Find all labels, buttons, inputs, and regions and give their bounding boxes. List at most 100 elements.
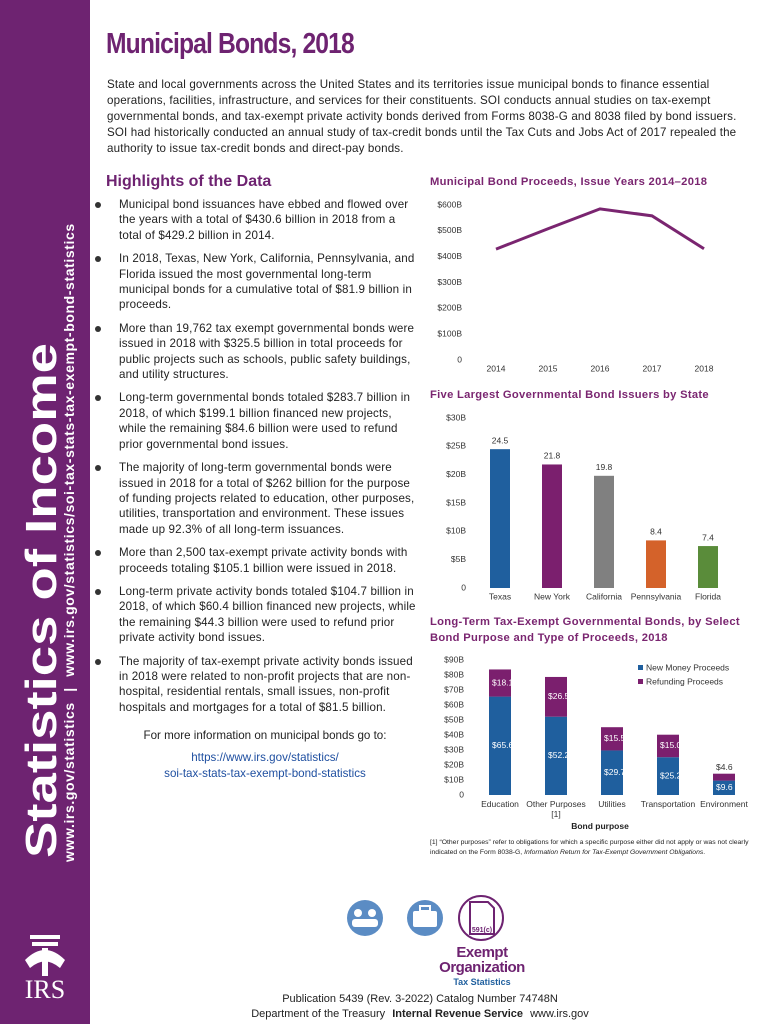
- y-tick-label: 0: [459, 789, 464, 799]
- separator: |: [61, 687, 77, 692]
- y-tick-label: $80B: [444, 669, 464, 679]
- legend-label: Refunding Proceeds: [646, 676, 723, 686]
- data-label: 21.8: [544, 451, 561, 461]
- link[interactable]: https://www.irs.gov/statistics/ soi-tax-…: [92, 750, 418, 782]
- org-line: Exempt: [456, 944, 508, 961]
- y-tick-label: $100B: [437, 328, 462, 338]
- y-tick-label: $60B: [444, 699, 464, 709]
- x-tick-label: Transportation: [640, 799, 696, 809]
- footnote-italic: Information Return for Tax-Exempt Govern…: [524, 849, 704, 856]
- icon-part: [419, 905, 431, 912]
- data-label: $15.0: [660, 740, 682, 750]
- x-tick-label: 2016: [591, 363, 610, 373]
- x-tick-label: Other Purposes [1]: [526, 799, 586, 819]
- publication: Publication 5439 (Rev. 3-2022) Catalog N…: [282, 993, 558, 1005]
- org-logo: Exempt Organization: [432, 945, 532, 975]
- link-line[interactable]: soi-tax-stats-tax-exempt-bond-statistics: [164, 767, 366, 781]
- bar-segment: [657, 757, 679, 795]
- icon-part: [413, 911, 437, 927]
- x-tick-label: 2014: [487, 363, 506, 373]
- bar-segment: [601, 750, 623, 795]
- data-label: $26.5: [548, 691, 570, 701]
- x-tick-label: 2018: [695, 363, 714, 373]
- bullet: In 2018, Texas, New York, California, Pe…: [92, 251, 418, 313]
- footnote: [1] “Other purposes” refer to obligation…: [430, 838, 750, 858]
- footnote-text: [1] “Other purposes” refer to obligation…: [430, 839, 749, 856]
- y-tick-label: $10B: [444, 774, 464, 784]
- bar: [646, 540, 666, 588]
- more-info: For more information on municipal bonds …: [143, 729, 387, 743]
- logo-text: IRS: [25, 975, 65, 1004]
- bullet: Municipal bond issuances have ebbed and …: [92, 197, 418, 243]
- icon: [347, 900, 383, 936]
- bar-segment: [713, 773, 735, 781]
- bullet: Long-term governmental bonds totaled $28…: [92, 390, 418, 452]
- sidebar-urls: www.irs.gov/statistics | www.irs.gov/sta…: [61, 223, 77, 863]
- x-tick-label: 2015: [539, 363, 558, 373]
- data-label: 8.4: [650, 527, 662, 537]
- legend-swatch: [638, 665, 643, 670]
- data-label: 19.8: [596, 462, 613, 472]
- x-tick-label: California: [586, 591, 622, 601]
- y-tick-label: $40B: [444, 729, 464, 739]
- bullet: The majority of long-term governmental b…: [92, 460, 418, 537]
- bullet: The majority of tax-exempt private activ…: [92, 654, 418, 716]
- y-tick-label: $15B: [446, 497, 466, 507]
- bar-segment: [713, 780, 735, 795]
- x-tick-label: Florida: [695, 591, 721, 601]
- x-tick-label: New York: [534, 591, 571, 601]
- data-label: $65.6: [492, 740, 514, 750]
- icon-part: [352, 919, 378, 927]
- sidebar-title: Statistics of Income: [17, 343, 66, 858]
- data-label: $25.2: [660, 770, 682, 780]
- site: www.irs.gov: [530, 1008, 589, 1020]
- data-label: $15.5: [604, 733, 626, 743]
- y-tick-label: $90B: [444, 654, 464, 664]
- bar-segment: [489, 669, 511, 697]
- x-tick-label: Utilities: [598, 799, 626, 809]
- y-tick-label: $20B: [446, 469, 466, 479]
- x-tick-label: 2017: [643, 363, 662, 373]
- bar-segment: [545, 716, 567, 795]
- bar: [542, 464, 562, 588]
- icon-part: [368, 909, 376, 917]
- irs-logo: IRS: [25, 935, 65, 1004]
- y-tick-label: $10B: [446, 526, 466, 536]
- footer-icons: 591(c): [347, 895, 504, 941]
- data-label: 7.4: [702, 532, 714, 542]
- department: Department of the Treasury Internal Reve…: [100, 1008, 740, 1020]
- bar-segment: [489, 696, 511, 795]
- data-label: $29.7: [604, 767, 626, 777]
- link-line[interactable]: https://www.irs.gov/statistics/: [191, 751, 339, 765]
- y-tick-label: $30B: [446, 412, 466, 422]
- x-tick-label: Environment: [700, 799, 748, 809]
- sidebar-url: www.irs.gov/statistics/soi-tax-stats-tax…: [61, 223, 77, 678]
- y-tick-label: $400B: [437, 251, 462, 261]
- y-tick-label: $5B: [451, 554, 466, 564]
- y-tick-label: 0: [461, 582, 466, 592]
- y-tick-label: $25B: [446, 441, 466, 451]
- org-sub: Tax Statistics: [453, 977, 511, 987]
- x-tick-label: Pennsylvania: [631, 591, 682, 601]
- bullet: Long-term private activity bonds totaled…: [92, 584, 418, 646]
- y-tick-label: $600B: [437, 199, 462, 209]
- y-tick-label: $20B: [444, 759, 464, 769]
- highlights: Highlights of the Data Municipal bond is…: [92, 173, 418, 782]
- data-label: $9.6: [716, 782, 733, 792]
- chart-title: Long-Term Tax-Exempt Governmental Bonds,…: [430, 616, 740, 644]
- y-tick-label: $30B: [444, 744, 464, 754]
- logo-part: [30, 935, 60, 939]
- y-tick-label: 0: [457, 354, 462, 364]
- bar-segment: [657, 734, 679, 758]
- heading: Highlights of the Data: [106, 173, 272, 190]
- sidebar: Statistics of Income www.irs.gov/statist…: [0, 0, 90, 1024]
- data-label: $18.1: [492, 677, 514, 687]
- legend-swatch: [638, 679, 643, 684]
- chart-title: Municipal Bond Proceeds, Issue Years 201…: [430, 176, 708, 188]
- data-label: 24.5: [492, 435, 509, 445]
- footnote-end: .: [703, 849, 706, 856]
- y-tick-label: $50B: [444, 714, 464, 724]
- bar: [490, 449, 510, 588]
